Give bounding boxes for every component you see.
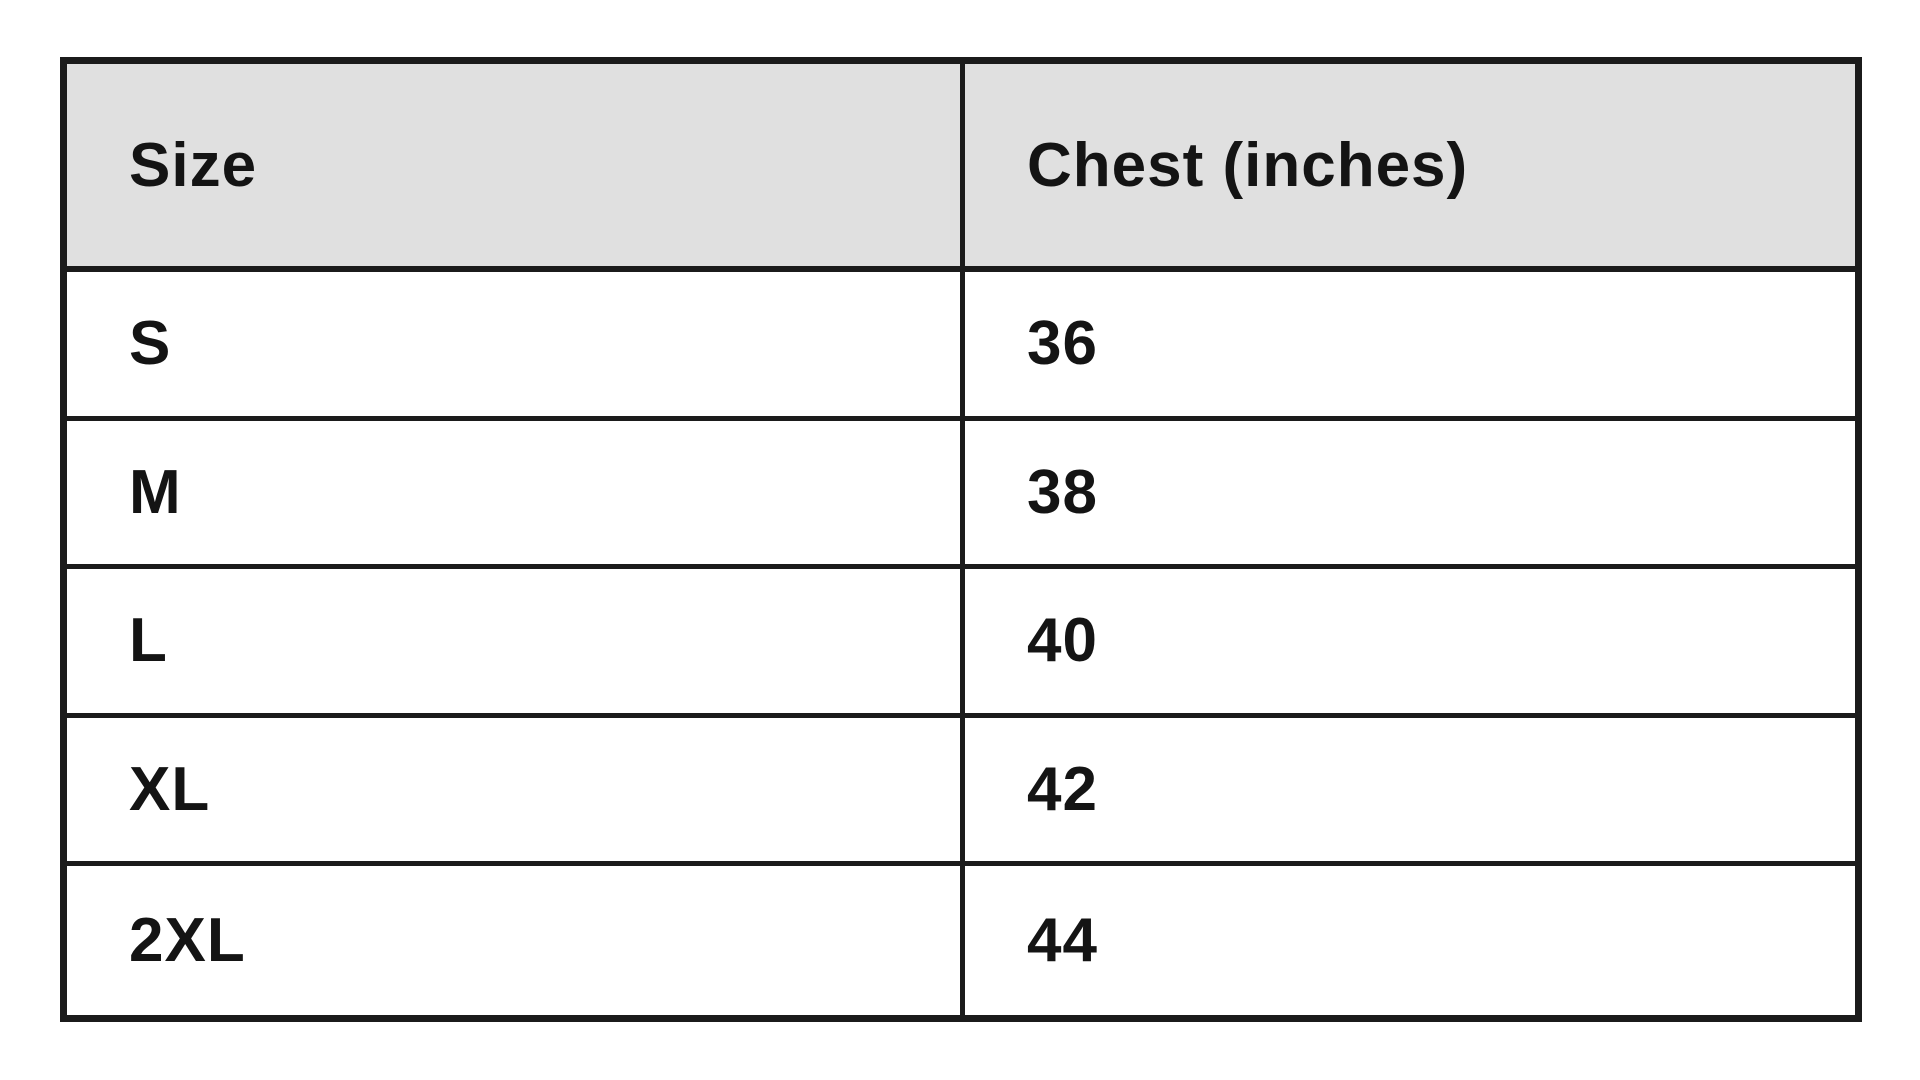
- chest-value: 42: [1027, 755, 1098, 825]
- table-cell-size: 2XL: [67, 866, 965, 1015]
- chest-value: 38: [1027, 457, 1098, 527]
- column-header-size-label: Size: [129, 130, 258, 200]
- table-cell-chest: 36: [965, 272, 1855, 421]
- table-cell-chest: 38: [965, 420, 1855, 570]
- size-value: XL: [129, 755, 211, 825]
- column-header-chest-label: Chest (inches): [1027, 130, 1469, 200]
- table-cell-chest: 40: [965, 569, 1855, 718]
- size-chart-table: Size Chest (inches) S 36 M 38 L 40 XL 42…: [60, 57, 1862, 1022]
- table-cell-size: XL: [67, 717, 965, 867]
- size-value: 2XL: [129, 906, 246, 976]
- size-value: M: [129, 457, 182, 527]
- size-value: S: [129, 309, 172, 379]
- size-value: L: [129, 606, 168, 676]
- chest-value: 36: [1027, 309, 1098, 379]
- table-cell-chest: 42: [965, 717, 1855, 867]
- chest-value: 44: [1027, 906, 1098, 976]
- table-cell-size: L: [67, 569, 965, 718]
- column-header-chest: Chest (inches): [965, 64, 1855, 272]
- chest-value: 40: [1027, 606, 1098, 676]
- column-header-size: Size: [67, 64, 965, 272]
- table-cell-size: M: [67, 420, 965, 570]
- table-cell-chest: 44: [965, 866, 1855, 1015]
- table-cell-size: S: [67, 272, 965, 421]
